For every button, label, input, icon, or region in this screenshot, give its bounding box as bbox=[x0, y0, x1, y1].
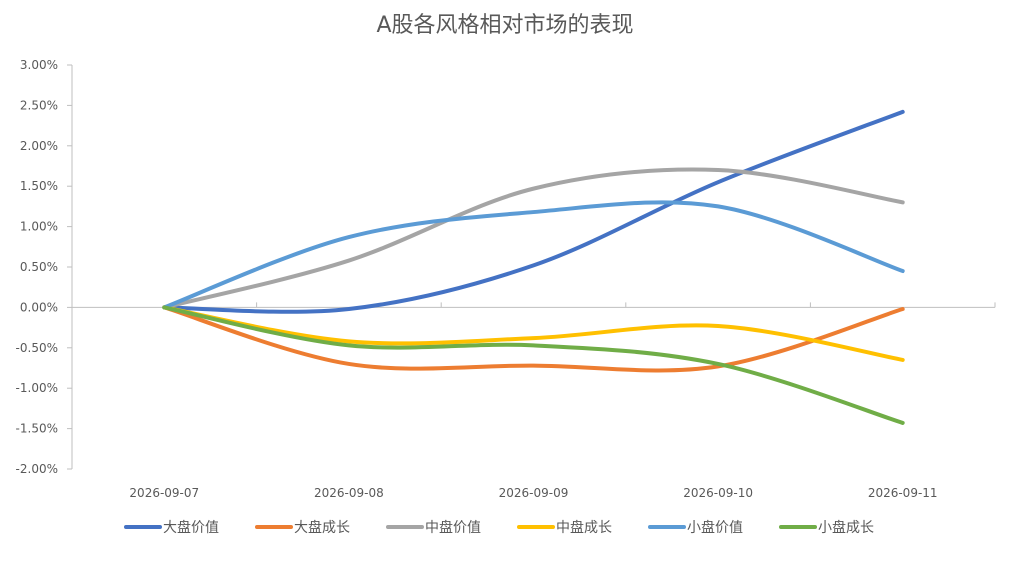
series-line-2 bbox=[162, 305, 905, 373]
y-tick-label: -1.50% bbox=[16, 422, 58, 436]
legend: 大盘价值 大盘成长 中盘价值 中盘成长 小盘价值 小盘成长 bbox=[124, 519, 874, 536]
y-tick-label: 0.00% bbox=[20, 300, 58, 314]
x-axis: 2026-09-07 2026-09-08 2026-09-09 2026-09-10… bbox=[71, 302, 996, 500]
legend-label: 大盘成长 bbox=[294, 519, 350, 536]
y-tick-label: 3.00% bbox=[20, 58, 58, 72]
series-line-5 bbox=[162, 200, 905, 310]
series-line-4 bbox=[162, 305, 905, 362]
series-line-3 bbox=[162, 167, 905, 310]
y-tick-label: 1.00% bbox=[20, 220, 58, 234]
y-tick-label: 1.50% bbox=[20, 179, 58, 193]
legend-label: 中盘价值 bbox=[425, 519, 481, 536]
x-tick-label: 2026-09-08 bbox=[314, 486, 384, 500]
chart-title: A股各风格相对市场的表现 bbox=[376, 13, 633, 38]
x-tick-label: 2026-09-10 bbox=[683, 486, 753, 500]
legend-label: 中盘成长 bbox=[556, 519, 612, 536]
legend-label: 小盘价值 bbox=[687, 519, 743, 536]
legend-label: 大盘价值 bbox=[163, 519, 219, 536]
series-line-6 bbox=[162, 305, 905, 425]
y-tick-label: -0.50% bbox=[16, 341, 58, 355]
y-tick-label: -2.00% bbox=[16, 462, 58, 476]
x-tick-label: 2026-09-09 bbox=[499, 486, 569, 500]
y-tick-label: 2.50% bbox=[20, 98, 58, 112]
y-tick-label: 2.00% bbox=[20, 139, 58, 153]
series-lines bbox=[162, 109, 905, 425]
y-tick-label: 0.50% bbox=[20, 260, 58, 274]
y-tick-label: -1.00% bbox=[16, 381, 58, 395]
x-tick-label: 2026-09-07 bbox=[129, 486, 199, 500]
y-axis: 3.00% 2.50% 2.00% 1.50% 1.00% 0.50% 0.00% -0.50… bbox=[16, 58, 73, 476]
series-line-1 bbox=[162, 109, 905, 314]
x-tick-label: 2026-09-11 bbox=[868, 486, 938, 500]
legend-label: 小盘成长 bbox=[818, 519, 874, 536]
